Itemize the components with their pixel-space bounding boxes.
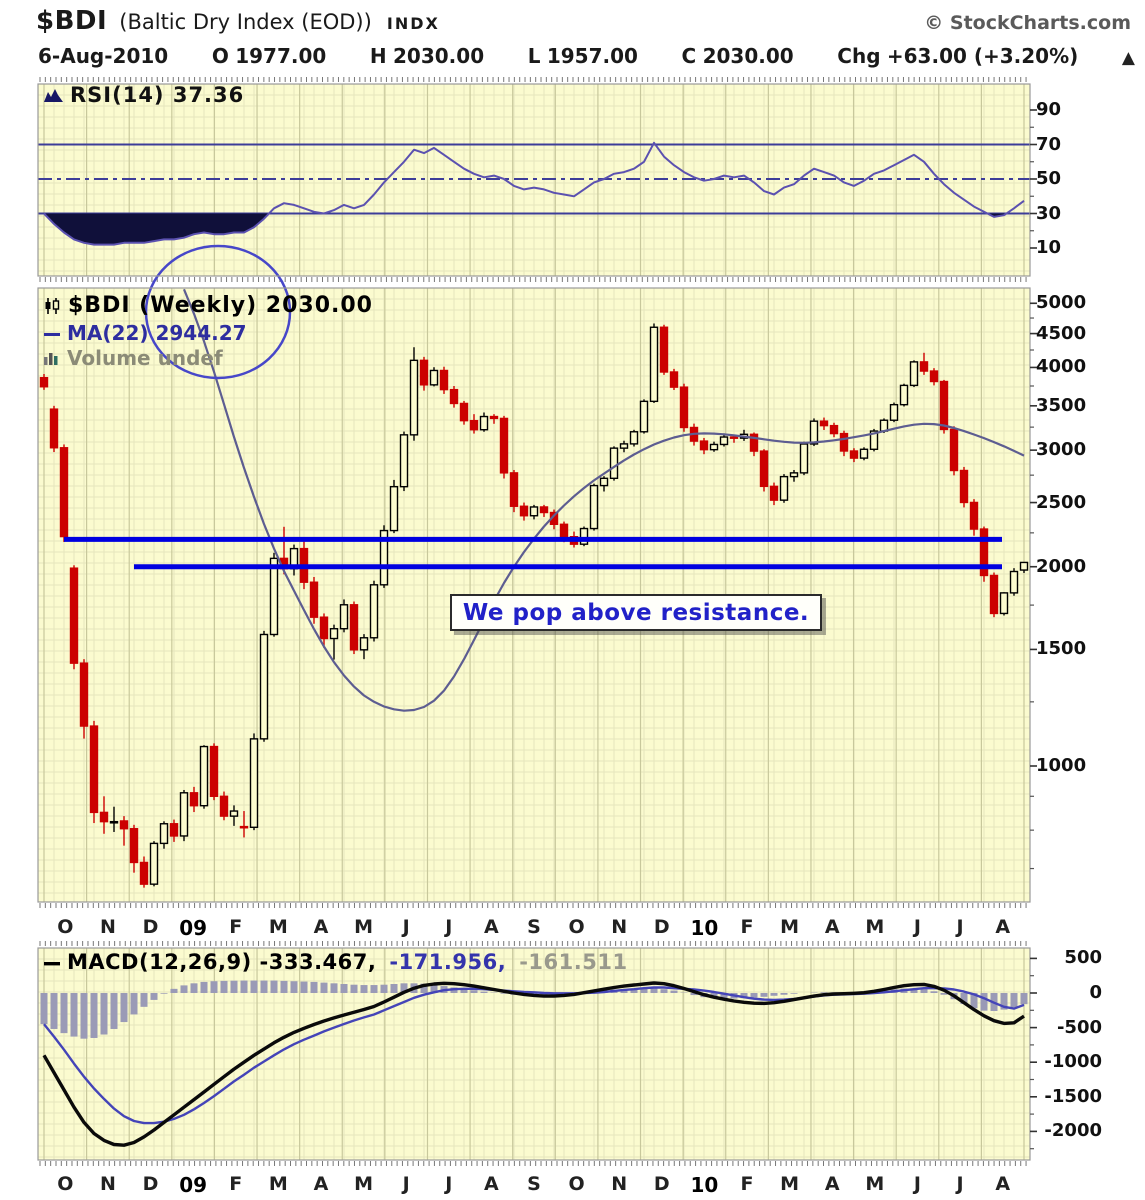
area-chart-icon: [44, 88, 63, 102]
macd-line-icon: [44, 959, 60, 966]
rsi-legend-label: RSI(14) 37.36: [70, 83, 245, 107]
copyright: © StockCharts.com: [924, 12, 1131, 34]
volume-legend: Volume undef: [44, 346, 223, 370]
ma-legend: MA(22) 2944.27: [44, 321, 247, 345]
quote-close: C 2030.00: [681, 44, 794, 68]
macd-hist-value: -161.511: [519, 950, 628, 974]
volume-bars-icon: [44, 351, 60, 365]
quote-date: 6-Aug-2010: [38, 44, 169, 68]
symbol: $BDI: [36, 6, 108, 36]
exchange-label: INDX: [386, 14, 440, 33]
rsi-legend: RSI(14) 37.36: [44, 83, 244, 107]
annotation-box: We pop above resistance.: [450, 594, 822, 631]
price-legend-label: $BDI (Weekly) 2030.00: [68, 293, 373, 318]
macd-signal-value: -171.956,: [389, 950, 507, 974]
quote-high: H 2030.00: [369, 44, 485, 68]
quote-row: 6-Aug-2010 O 1977.00 H 2030.00 L 1957.00…: [38, 44, 1135, 68]
symbol-name: (Baltic Dry Index (EOD)): [119, 10, 372, 34]
up-arrow-icon: ▲: [1121, 48, 1135, 68]
macd-legend-label: MACD(12,26,9) -333.467,: [67, 950, 377, 974]
chart-title: $BDI (Baltic Dry Index (EOD)) INDX: [36, 6, 1136, 36]
ma-legend-label: MA(22) 2944.27: [67, 321, 247, 345]
volume-legend-label: Volume undef: [67, 346, 223, 370]
quote-change: Chg +63.00 (+3.20%): [837, 44, 1079, 68]
annotation-text: We pop above resistance.: [462, 599, 810, 626]
candlestick-icon: [44, 297, 61, 314]
macd-legend: MACD(12,26,9) -333.467, -171.956, -161.5…: [44, 950, 628, 974]
quote-open: O 1977.00: [211, 44, 327, 68]
quote-low: L 1957.00: [527, 44, 638, 68]
price-legend: $BDI (Weekly) 2030.00: [44, 293, 373, 318]
ma-line-icon: [44, 330, 60, 337]
